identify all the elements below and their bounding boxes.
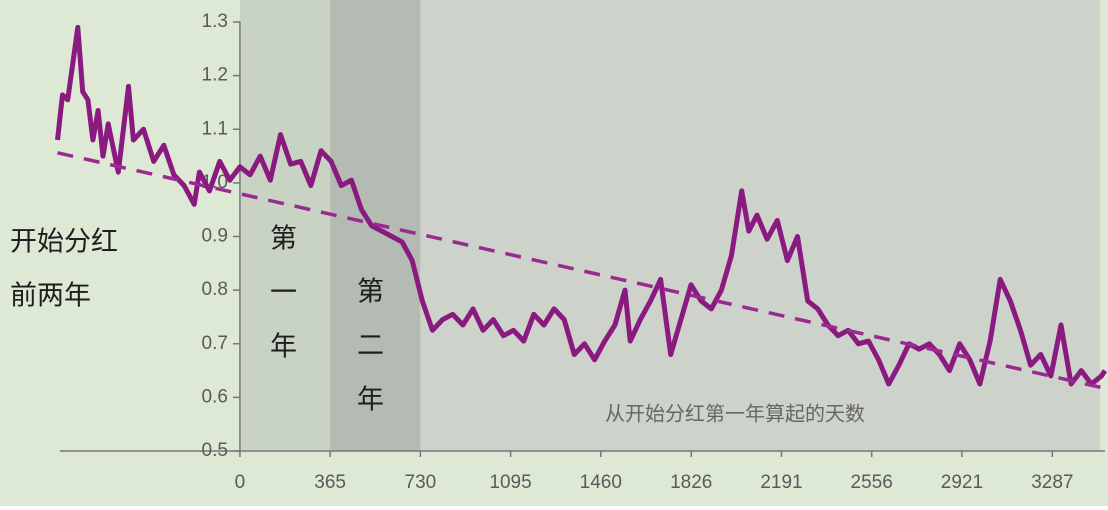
y-tick-label: 0.8 xyxy=(202,279,228,300)
y-tick-label: 0.7 xyxy=(202,333,228,354)
y-tick-label: 1.3 xyxy=(202,11,228,32)
y-tick-label: 1.1 xyxy=(202,118,228,139)
x-tick-label: 2921 xyxy=(941,472,983,493)
annotation: 二 xyxy=(357,331,384,362)
annotation: 第 xyxy=(270,224,297,255)
x-tick-label: 3287 xyxy=(1031,472,1073,493)
x-tick-label: 2556 xyxy=(851,472,893,493)
y-tick-label: 0.6 xyxy=(202,386,228,407)
y-tick-label: 1.2 xyxy=(202,65,228,86)
annotation: 前两年 xyxy=(10,281,91,312)
y-tick-label: 0.5 xyxy=(202,440,228,461)
x-tick-label: 1826 xyxy=(670,472,712,493)
x-tick-label: 2191 xyxy=(760,472,802,493)
annotation: 年 xyxy=(357,385,384,416)
x-tick-label: 730 xyxy=(405,472,437,493)
annotation: 开始分红 xyxy=(10,227,118,258)
annotation: 第 xyxy=(357,277,384,308)
y-tick-label: 0.9 xyxy=(202,226,228,247)
annotation: 一 xyxy=(270,278,297,309)
period-shade xyxy=(239,0,331,451)
series-line xyxy=(55,24,1108,387)
x-axis-label: 从开始分红第一年算起的天数 xyxy=(605,402,865,426)
x-tick-label: 1460 xyxy=(580,472,622,493)
x-tick-label: 365 xyxy=(314,472,346,493)
x-tick-label: 0 xyxy=(235,472,246,493)
trend-line xyxy=(57,151,1106,391)
x-tick-label: 1095 xyxy=(489,472,531,493)
annotation: 年 xyxy=(270,332,297,363)
